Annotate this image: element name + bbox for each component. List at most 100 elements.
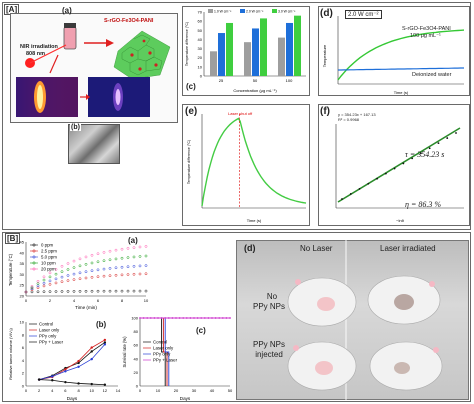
data-point [64,368,67,371]
data-point [36,290,40,294]
legend-entry: 2.0 W cm⁻² [246,10,264,14]
data-point [90,289,94,293]
data-point [102,259,106,263]
data-point [221,317,224,319]
data-point [142,317,145,319]
y-tick-label: 25 [20,283,25,288]
y-tick-label: 2 [22,371,25,376]
data-point [42,281,46,285]
data-point [48,290,52,293]
data-point [455,132,457,134]
data-point [446,137,449,139]
fit-line [337,127,461,203]
legend-entry: Control [39,322,53,327]
y-tick-label: 20 [134,370,139,375]
data-point [189,317,192,319]
data-point [30,284,34,288]
data-point [229,317,231,319]
data-point [42,278,46,282]
legend-marker [32,261,36,265]
data-point [90,382,93,386]
data-point [138,272,142,276]
bar-chart-label: (c) [186,82,196,91]
y-tick-label: 30 [198,46,203,51]
x-axis-title: Concentration (μg mL⁻¹) [233,88,277,93]
y-axis-title: Temperature (°C) [8,253,13,286]
data-point [84,276,88,280]
data-point [146,317,149,319]
legend-entry: 0 ppm [41,243,54,248]
series-line [39,344,106,380]
data-point [138,264,142,268]
data-point [90,275,94,279]
data-point [132,289,136,293]
y-tick-label: 70 [198,10,203,15]
legend-swatch [208,9,213,13]
heating-power-box: 2.0 W cm⁻² [345,10,382,19]
x-tick-label: 20 [174,388,179,393]
legend-marker [32,267,36,271]
legend-entry: PPy only [39,334,57,339]
x-tick-label: 12 [103,388,108,393]
legend-swatch [272,9,277,13]
data-point [90,350,93,353]
series-line [39,379,105,386]
series-line [39,342,106,380]
data-point [144,254,148,258]
data-point [72,266,76,269]
data-point [37,378,41,381]
x-axis-title: Time (s) [394,90,409,95]
fit-chart: −lnθ [335,124,464,223]
data-point [103,383,107,386]
bar [286,22,293,76]
y-tick-label: 4 [22,358,25,363]
data-point [90,253,94,257]
data-point [120,256,124,260]
x-tick-label: 8 [77,388,80,393]
data-point [126,265,130,269]
data-point [90,346,93,349]
x-tick-label: 10 [89,388,94,393]
cooling-panel [182,104,310,226]
data-point [175,317,177,319]
data-point [384,172,387,175]
x-tick-label: 4 [73,298,76,303]
data-point [36,279,40,283]
legend-entry: 1.0 W cm⁻² [214,10,232,14]
data-point [48,275,52,279]
data-point [102,289,106,293]
data-point [144,289,148,293]
data-point [60,280,64,284]
x-tick-label: 30 [192,388,197,393]
heating-series2-name: Deionized water [412,72,452,78]
data-point [54,272,58,276]
legend-entry: PPy + Laser [153,358,178,363]
data-point [108,274,112,278]
tumor-volume-chart: Relative tumor volume (V/V₀) Days 0 2 4 6 8 10 0… [8,320,121,402]
data-point [77,382,80,385]
data-point [114,257,118,261]
data-point [211,317,213,319]
y-tick-label: 40 [20,250,25,255]
tumor-volume-label: (b) [96,320,107,329]
y-tick-label: 80 [134,329,139,334]
y-tick-label: 30 [20,272,25,277]
series-line-nanocomposite [337,29,465,81]
data-point [114,248,118,252]
x-axis-title: Days [180,396,191,401]
bar [218,33,225,76]
x-axis-title: Days [67,396,78,401]
data-point [196,317,199,319]
x-tick-label: 8 [121,298,124,303]
y-tick-label: 8 [22,332,25,337]
row2-label-line1: PPy NPs [252,340,285,349]
data-point [42,284,46,288]
y-tick-label: 40 [134,356,139,361]
data-point [54,268,58,271]
legend-entry: 5.0 ppm [41,255,57,260]
data-point [138,289,142,293]
y-tick-label: 10 [20,320,25,325]
data-point [108,267,112,270]
fit-label: (f) [320,106,330,117]
data-point [72,272,76,276]
